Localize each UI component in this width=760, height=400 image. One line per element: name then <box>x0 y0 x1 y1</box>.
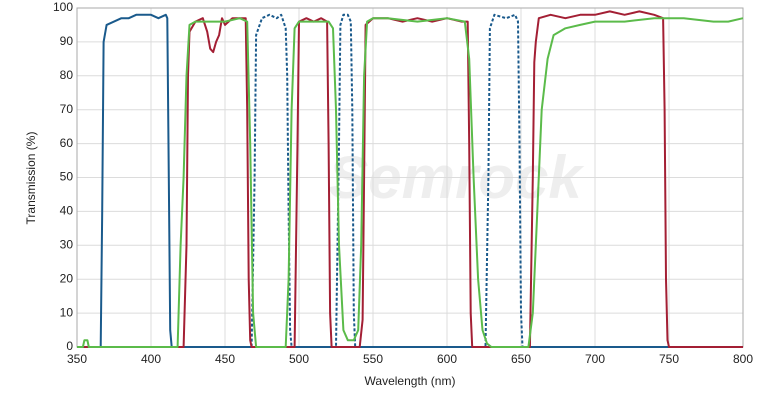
y-axis-label: Transmission (%) <box>24 132 38 225</box>
y-tick-label: 0 <box>66 339 73 353</box>
x-tick-label: 500 <box>289 352 309 366</box>
y-tick-label: 10 <box>60 305 74 319</box>
y-tick-label: 40 <box>60 204 74 218</box>
x-tick-label: 750 <box>659 352 679 366</box>
x-tick-label: 650 <box>511 352 531 366</box>
series-line <box>77 10 743 348</box>
y-tick-label: 20 <box>60 271 74 285</box>
x-tick-label: 700 <box>585 352 605 366</box>
x-tick-label: 350 <box>67 352 87 366</box>
x-tick-label: 450 <box>215 352 235 366</box>
x-tick-label: 400 <box>141 352 161 366</box>
x-tick-label: 600 <box>437 352 457 366</box>
series-line <box>77 13 743 348</box>
y-tick-label: 50 <box>60 170 74 184</box>
y-tick-label: 80 <box>60 68 74 82</box>
y-tick-label: 100 <box>53 0 73 14</box>
series-line <box>77 17 744 348</box>
y-tick-label: 60 <box>60 136 74 150</box>
y-tick-label: 90 <box>60 34 74 48</box>
x-axis-label: Wavelength (nm) <box>365 374 456 388</box>
y-tick-label: 30 <box>60 237 74 251</box>
x-tick-label: 550 <box>363 352 383 366</box>
y-tick-label: 70 <box>60 102 74 116</box>
x-tick-label: 800 <box>733 352 753 366</box>
series-line <box>77 13 743 348</box>
